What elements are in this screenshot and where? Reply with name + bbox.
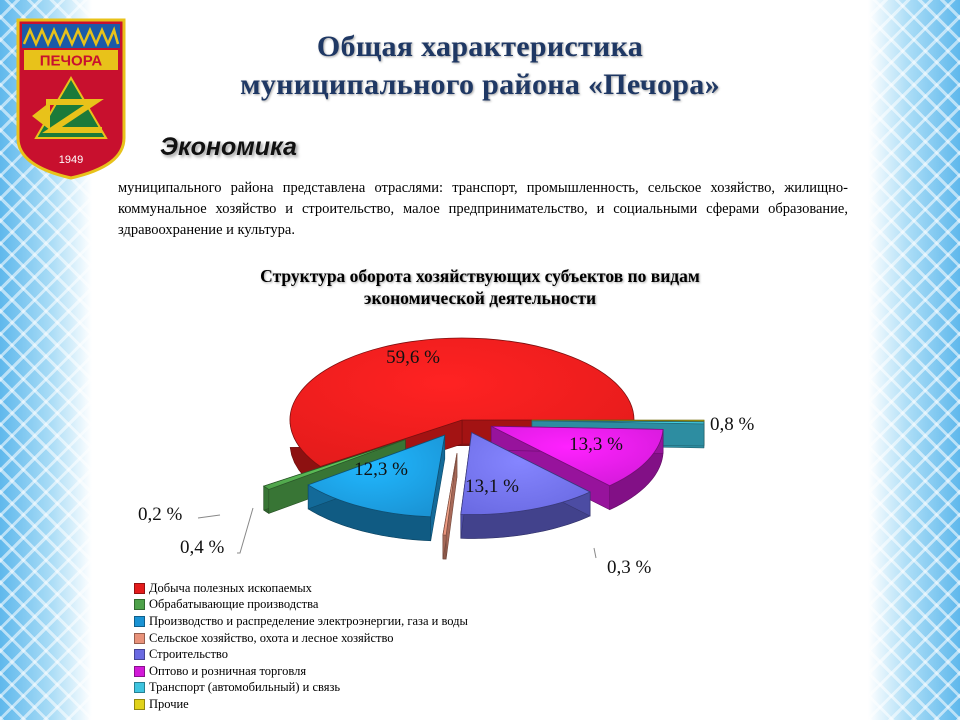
- data-label: 59,6 %: [386, 347, 440, 368]
- page-title: Общая характеристика муниципального райо…: [150, 28, 810, 104]
- right-ornament-border: [868, 0, 960, 720]
- page-title-line1: Общая характеристика: [316, 30, 644, 63]
- section-heading: Экономика: [160, 133, 297, 161]
- legend-item: Обрабатывающие производства: [134, 597, 468, 614]
- data-label: 0,2 %: [138, 504, 183, 525]
- chart-title: Структура оборота хозяйствующих субъекто…: [180, 265, 780, 309]
- legend-swatch: [134, 599, 145, 611]
- legend-label: Добыча полезных ископаемых: [149, 580, 312, 595]
- legend-swatch: [134, 632, 145, 644]
- legend-swatch: [134, 649, 145, 661]
- data-label: 0,3 %: [607, 557, 652, 578]
- emblem-year: 1949: [59, 154, 83, 166]
- pie-slices: [262, 337, 705, 560]
- legend-label: Обрабатывающие производства: [149, 597, 319, 612]
- legend-item: Прочие: [134, 696, 468, 713]
- legend-item: Строительство: [134, 646, 468, 663]
- description-text: муниципального района представлена отрас…: [118, 180, 848, 238]
- data-label: 13,3 %: [569, 434, 623, 455]
- pechora-emblem: ПЕЧОРА 1949: [16, 18, 126, 180]
- legend-label: Прочие: [149, 696, 189, 711]
- legend-swatch: [134, 682, 145, 694]
- legend-swatch: [134, 665, 145, 677]
- page-title-line2: муниципального района «Печора»: [240, 68, 720, 101]
- leader-line: [237, 507, 254, 554]
- legend-label: Сельское хозяйство, охота и лесное хозяй…: [149, 630, 394, 645]
- data-label: 0,8 %: [710, 414, 755, 435]
- chart-title-line1: Структура оборота хозяйствующих субъекто…: [260, 266, 700, 286]
- chart-legend: Добыча полезных ископаемых Обрабатывающие…: [134, 580, 468, 713]
- legend-label: Оптово и розничная торговля: [149, 663, 307, 678]
- legend-label: Производство и распределение электроэнер…: [149, 613, 468, 628]
- legend-item: Оптово и розничная торговля: [134, 663, 468, 680]
- legend-swatch: [134, 615, 145, 627]
- data-label: 12,3 %: [354, 459, 408, 480]
- legend-item: Добыча полезных ископаемых: [134, 580, 468, 597]
- leader-line: [197, 514, 221, 519]
- leader-line: [593, 547, 597, 559]
- legend-item: Транспорт (автомобильный) и связь: [134, 680, 468, 697]
- legend-swatch: [134, 582, 145, 594]
- data-label: 13,1 %: [465, 476, 519, 497]
- pie-slice: [460, 431, 592, 539]
- legend-item: Сельское хозяйство, охота и лесное хозяй…: [134, 630, 468, 647]
- legend-swatch: [134, 698, 145, 710]
- pie-slice: [442, 453, 458, 560]
- chart-title-line2: экономической деятельности: [363, 288, 597, 308]
- pie-slice: [307, 434, 446, 542]
- legend-item: Производство и распределение электроэнер…: [134, 613, 468, 630]
- legend-label: Транспорт (автомобильный) и связь: [149, 680, 341, 695]
- legend-label: Строительство: [149, 647, 229, 662]
- emblem-name: ПЕЧОРА: [40, 53, 103, 70]
- data-label: 0,4 %: [180, 537, 225, 558]
